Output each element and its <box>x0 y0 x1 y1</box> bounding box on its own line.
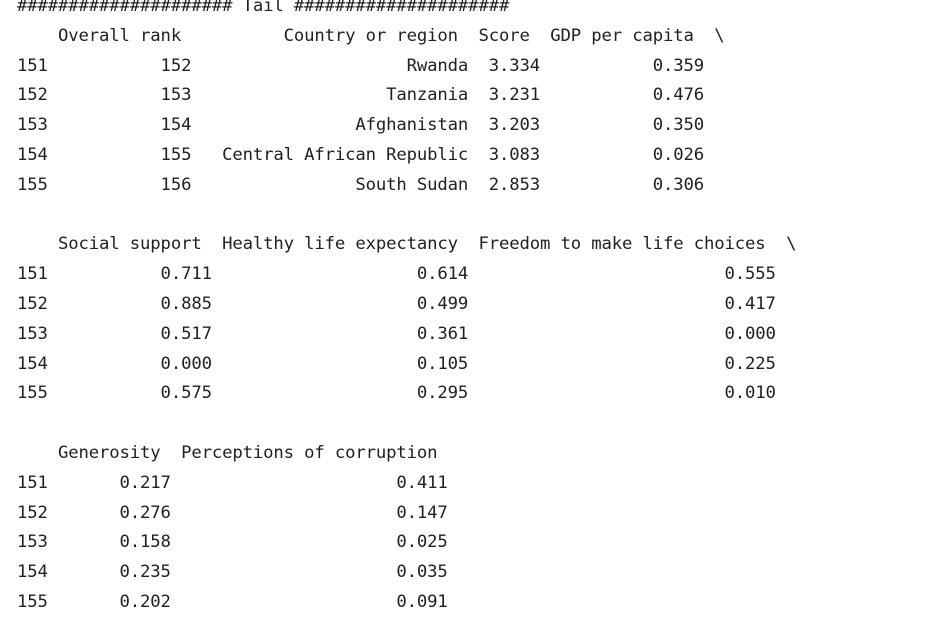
table-row: 152 0.276 0.147 <box>17 502 448 523</box>
table-row: 152 153 Tanzania 3.231 0.476 <box>17 85 705 106</box>
table-row: 152 0.885 0.499 0.417 <box>17 293 776 314</box>
table-row: 154 155 Central African Republic 3.083 0… <box>17 144 705 165</box>
blank-line <box>17 409 796 439</box>
table-row: 155 0.575 0.295 0.010 <box>17 383 776 404</box>
block-3-header: Generosity Perceptions of corruption <box>17 442 438 463</box>
table-row: 154 0.235 0.035 <box>17 562 448 583</box>
blank-line <box>17 201 796 231</box>
table-row: 151 0.217 0.411 <box>17 472 448 493</box>
table-row: 155 0.202 0.091 <box>17 591 448 612</box>
table-row: 153 0.158 0.025 <box>17 532 448 553</box>
table-row: 153 0.517 0.361 0.000 <box>17 323 776 344</box>
table-row: 151 0.711 0.614 0.555 <box>17 264 776 285</box>
tail-banner: ##################### Tail #############… <box>17 0 510 16</box>
block-1-header: Overall rank Country or region Score GDP… <box>17 25 725 46</box>
table-row: 153 154 Afghanistan 3.203 0.350 <box>17 115 705 136</box>
table-row: 155 156 South Sudan 2.853 0.306 <box>17 174 705 195</box>
table-row: 154 0.000 0.105 0.225 <box>17 353 776 374</box>
notebook-output-text: ##################### Tail #############… <box>17 0 796 618</box>
table-row: 151 152 Rwanda 3.334 0.359 <box>17 55 705 76</box>
block-2-header: Social support Healthy life expectancy F… <box>17 234 797 255</box>
